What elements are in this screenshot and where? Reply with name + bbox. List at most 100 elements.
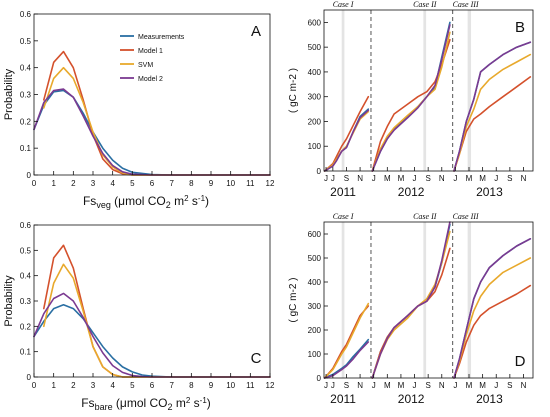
y-tick-label: 0.4 [20, 64, 32, 73]
x-axis-label-part: bare [95, 402, 113, 412]
series-model-2-line [33, 292, 271, 378]
y-tick-label: 100 [308, 350, 322, 359]
series-measurements-line-2 [371, 21, 451, 172]
shaded-band-1 [341, 10, 345, 171]
series-model-1-line-1 [323, 305, 370, 379]
year-label: 2013 [476, 185, 503, 199]
x-axis-label-part: Fs [81, 396, 94, 410]
month-tick-label: J [453, 381, 457, 390]
panel-a-distribution-veg: 00.10.20.30.40.50.60 1 2 3 4 5 6 7 8 9 10 11 12Proba… [3, 10, 275, 210]
x-tick-label: 0 [32, 381, 37, 390]
y-axis-label: Probability [3, 275, 15, 327]
month-tick-label: N [521, 381, 527, 390]
x-axis-label-part: m [173, 396, 186, 410]
x-tick-label: 10 [226, 381, 235, 390]
series-measurements-line-2 [371, 223, 451, 379]
month-tick-label: M [384, 381, 391, 390]
x-tick-label: 8 [189, 381, 194, 390]
y-axis-label: ( gC m-2 ) [288, 278, 299, 323]
shaded-band-1 [341, 222, 345, 378]
x-tick-label: 11 [246, 179, 255, 188]
x-axis-label-part: Fs [83, 194, 96, 208]
year-label: 2011 [330, 392, 356, 406]
month-tick-label: N [439, 174, 445, 183]
legend-label-svm: SVM [138, 62, 153, 69]
x-tick-label: 3 [91, 381, 96, 390]
y-tick-label: 0.6 [20, 221, 32, 230]
month-tick-label: J [413, 381, 417, 390]
panel-label: A [251, 23, 261, 40]
x-axis-label-part: m [171, 194, 184, 208]
series-model-2-line-3 [453, 238, 532, 379]
y-tick-label: 600 [308, 18, 322, 27]
y-tick-label: 0.2 [20, 322, 32, 331]
month-tick-label: S [425, 174, 430, 183]
year-label: 2013 [476, 392, 503, 406]
month-tick-label: J [494, 174, 498, 183]
x-axis-label-part: ) [207, 396, 211, 410]
legend: Measurements Model 1 SVM Model 2 [120, 34, 185, 83]
x-tick-label: 6 [150, 381, 155, 390]
x-tick-label: 9 [209, 381, 214, 390]
legend-label-model-2: Model 2 [138, 76, 163, 83]
year-label: 2011 [330, 185, 356, 199]
month-tick-label: J [413, 174, 417, 183]
series-measurements-line [33, 89, 271, 176]
y-tick-label: 200 [308, 326, 322, 335]
x-tick-label: 7 [169, 179, 174, 188]
y-tick-label: 300 [308, 93, 322, 102]
x-tick-label: 1 [51, 381, 56, 390]
series-model-2-line-1 [323, 109, 370, 172]
month-tick-label: J [453, 174, 457, 183]
panel-c-distribution-bare: 00.10.20.30.40.50.60 1 2 3 4 5 6 7 8 9 10 11 12Proba… [3, 221, 275, 412]
y-tick-label: 0 [27, 171, 32, 180]
series-svm-line-3 [453, 53, 532, 172]
x-axis-label-part: s [189, 194, 198, 208]
x-axis-label-part: (μmol CO [113, 396, 168, 410]
month-tick-label: N [357, 174, 363, 183]
x-axis-label: Fsbare (μmol CO2 m2 s-1) [81, 396, 211, 412]
case-label: Case II [413, 0, 437, 9]
month-tick-label: J [372, 174, 376, 183]
month-tick-label: J [324, 381, 328, 390]
month-tick-label: S [507, 174, 512, 183]
legend-label-measurements: Measurements [138, 34, 185, 41]
series-model-2-line [33, 88, 271, 176]
month-tick-label: M [479, 174, 486, 183]
series-model-1-line-2 [371, 38, 451, 172]
y-tick-label: 0.2 [20, 117, 32, 126]
series-model-1-line [42, 50, 271, 176]
month-tick-label: N [439, 381, 445, 390]
x-tick-label: 2 [71, 381, 76, 390]
x-axis-label-part: (μmol CO [111, 194, 166, 208]
series-model-2-line-2 [371, 24, 451, 172]
y-tick-label: 300 [308, 302, 322, 311]
x-axis-label: Fsveg (μmol CO2 m2 s-1) [83, 194, 209, 210]
panel-label: D [515, 353, 526, 370]
month-tick-label: M [466, 174, 473, 183]
series-svm-line-1 [323, 110, 370, 172]
month-tick-label: J [372, 381, 376, 390]
month-tick-label: N [357, 381, 363, 390]
x-tick-label: 11 [246, 381, 255, 390]
series-model-1-line-3 [453, 284, 532, 379]
x-tick-label: 10 [226, 179, 235, 188]
x-axis-label-part: 2 [168, 402, 173, 412]
y-tick-label: 0 [317, 167, 322, 176]
series-model-1-line-1 [323, 95, 370, 172]
month-tick-label: S [344, 381, 349, 390]
legend-label-model-1: Model 1 [138, 48, 163, 55]
month-tick-label: J [331, 381, 335, 390]
x-tick-label: 4 [110, 381, 115, 390]
y-axis-label: Probability [3, 68, 15, 120]
y-tick-label: 0.3 [20, 297, 32, 306]
year-label: 2012 [398, 392, 425, 406]
case-label: Case III [453, 212, 479, 221]
x-tick-label: 3 [91, 179, 96, 188]
y-tick-label: 400 [308, 68, 322, 77]
y-tick-label: 0.5 [20, 37, 32, 46]
case-label: Case I [333, 212, 354, 221]
y-tick-label: 100 [308, 142, 322, 151]
x-tick-label: 4 [110, 179, 115, 188]
